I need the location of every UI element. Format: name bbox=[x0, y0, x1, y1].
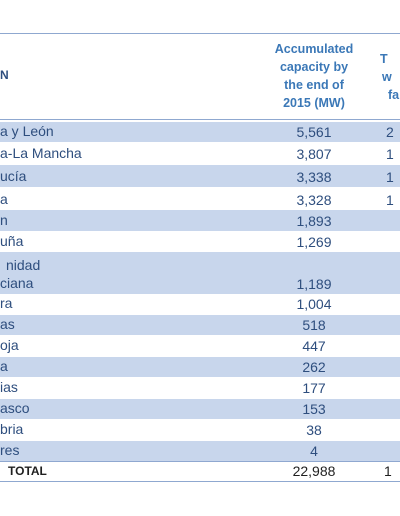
region-cell: asco bbox=[0, 399, 30, 417]
region-text: a y León bbox=[0, 123, 54, 139]
table-row: nidad ciana 1,189 bbox=[0, 252, 400, 294]
region-column-header: N bbox=[0, 68, 9, 82]
capacity-cell: 3,807 bbox=[296, 146, 332, 162]
region-text-line-2: ciana bbox=[0, 275, 34, 291]
next-header-line-2: w bbox=[382, 70, 392, 84]
region-cell: a bbox=[0, 190, 8, 208]
region-cell: uña bbox=[0, 232, 23, 250]
region-text: ias bbox=[0, 379, 18, 395]
capacity-cell: 1,189 bbox=[296, 276, 332, 292]
total-capacity: 22,988 bbox=[292, 463, 336, 479]
table-row: a 262 bbox=[0, 357, 400, 377]
table-row: n 1,893 bbox=[0, 210, 400, 231]
region-text: res bbox=[0, 442, 20, 458]
total-label: TOTAL bbox=[8, 464, 47, 478]
region-cell: bria bbox=[0, 420, 23, 438]
region-text: as bbox=[0, 316, 15, 332]
region-text: a bbox=[0, 191, 8, 207]
capacity-header-line-4: 2015 (MW) bbox=[283, 96, 345, 110]
table-row: uña 1,269 bbox=[0, 232, 400, 252]
capacity-cell: 262 bbox=[302, 359, 326, 375]
capacity-cell: 38 bbox=[306, 422, 322, 438]
table-row: a y León 5,561 2 bbox=[0, 122, 400, 142]
capacity-cell: 153 bbox=[302, 401, 326, 417]
region-cell: nidad ciana bbox=[0, 256, 40, 292]
next-header-line-1: T bbox=[380, 52, 388, 66]
region-cell: ias bbox=[0, 378, 18, 396]
table-row: a-La Mancha 3,807 1 bbox=[0, 144, 400, 164]
capacity-cell: 4 bbox=[310, 443, 318, 459]
region-cell: a y León bbox=[0, 122, 54, 140]
region-text: bria bbox=[0, 421, 24, 437]
capacity-cell: 1,269 bbox=[296, 234, 332, 250]
next-header-line-3: fa bbox=[388, 88, 400, 102]
table-row: res 4 bbox=[0, 441, 400, 461]
region-cell: oja bbox=[0, 336, 19, 354]
next-column-cell: 1 bbox=[386, 146, 394, 162]
capacity-header-line-2: capacity by bbox=[279, 60, 349, 74]
table-row: ra 1,004 bbox=[0, 294, 400, 314]
region-text: ra bbox=[0, 295, 13, 311]
capacity-column-header: Accumulated capacity by the end of 2015 … bbox=[264, 40, 364, 112]
table-row: ias 177 bbox=[0, 378, 400, 398]
total-bottom-rule bbox=[0, 481, 400, 482]
next-column-header: T w fa bbox=[380, 50, 399, 104]
table-row: bria 38 bbox=[0, 420, 400, 440]
region-text: oja bbox=[0, 337, 19, 353]
capacity-cell: 5,561 bbox=[296, 124, 332, 140]
region-cell: as bbox=[0, 315, 15, 333]
next-column-cell: 2 bbox=[386, 124, 394, 140]
region-cell: res bbox=[0, 441, 19, 459]
table-row: ucía 3,338 1 bbox=[0, 165, 400, 187]
region-cell: n bbox=[0, 211, 8, 229]
region-text: a-La Mancha bbox=[0, 145, 82, 161]
region-text: n bbox=[0, 212, 8, 228]
total-top-rule bbox=[0, 461, 400, 462]
capacity-cell: 3,328 bbox=[296, 192, 332, 208]
region-cell: ucía bbox=[0, 167, 26, 185]
top-rule bbox=[0, 33, 400, 34]
capacity-header-line-1: Accumulated bbox=[274, 42, 354, 56]
table-row: a 3,328 1 bbox=[0, 188, 400, 210]
total-row: TOTAL 22,988 1 bbox=[0, 462, 400, 480]
region-text: asco bbox=[0, 400, 30, 416]
region-cell: a-La Mancha bbox=[0, 144, 82, 162]
region-cell: a bbox=[0, 357, 8, 375]
region-text: nidad bbox=[6, 257, 41, 273]
capacity-cell: 3,338 bbox=[296, 169, 332, 185]
region-text: ucía bbox=[0, 168, 27, 184]
capacity-cell: 447 bbox=[302, 338, 326, 354]
next-column-cell: 1 bbox=[386, 169, 394, 185]
next-column-cell: 1 bbox=[386, 192, 394, 208]
capacity-cell: 518 bbox=[302, 317, 326, 333]
capacity-cell: 1,893 bbox=[296, 213, 332, 229]
total-next-column-value: 1 bbox=[384, 463, 392, 479]
table-row: asco 153 bbox=[0, 399, 400, 419]
capacity-cell: 177 bbox=[302, 380, 326, 396]
capacity-header-line-3: the end of bbox=[284, 78, 344, 92]
capacity-cell: 1,004 bbox=[296, 296, 332, 312]
region-text: a bbox=[0, 358, 8, 374]
header-rule bbox=[0, 119, 400, 120]
region-text: uña bbox=[0, 233, 24, 249]
region-cell: ra bbox=[0, 294, 12, 312]
table-row: as 518 bbox=[0, 315, 400, 335]
table-row: oja 447 bbox=[0, 336, 400, 356]
